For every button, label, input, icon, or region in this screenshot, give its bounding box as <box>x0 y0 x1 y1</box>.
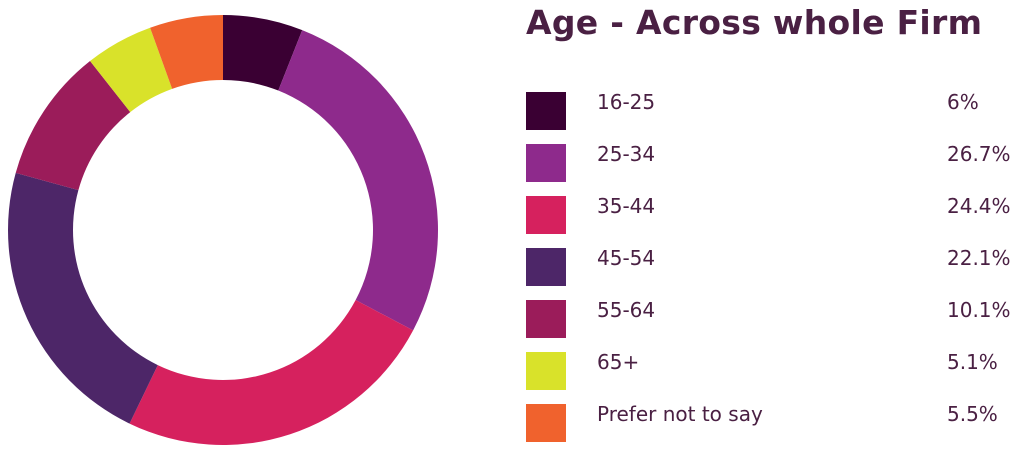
legend-value: 24.4% <box>947 194 1011 218</box>
legend-swatch <box>526 144 566 182</box>
legend-swatch <box>526 196 566 234</box>
legend-value: 26.7% <box>947 142 1011 166</box>
legend-value: 10.1% <box>947 298 1011 322</box>
legend-value: 6% <box>947 90 979 114</box>
legend-swatch <box>526 92 566 130</box>
legend-swatch <box>526 352 566 390</box>
chart-legend: 16-25 6% 25-34 26.7% 35-44 24.4% 45-54 22.1% 55-… <box>526 90 1031 454</box>
legend-swatch <box>526 300 566 338</box>
legend-value: 22.1% <box>947 246 1011 270</box>
legend-item: 55-64 10.1% <box>526 298 1031 350</box>
legend-value: 5.1% <box>947 350 998 374</box>
legend-item: 45-54 22.1% <box>526 246 1031 298</box>
legend-item: 25-34 26.7% <box>526 142 1031 194</box>
legend-item: 65+ 5.1% <box>526 350 1031 402</box>
legend-value: 5.5% <box>947 402 998 426</box>
donut-slice-35-44 <box>129 300 414 445</box>
legend-swatch <box>526 248 566 286</box>
legend-label: 25-34 <box>597 142 656 166</box>
donut-slice-55-64 <box>15 61 131 191</box>
legend-label: 65+ <box>597 350 640 374</box>
legend-item: 16-25 6% <box>526 90 1031 142</box>
legend-item: Prefer not to say 5.5% <box>526 402 1031 454</box>
legend-swatch <box>526 404 566 442</box>
legend-label: 55-64 <box>597 298 656 322</box>
donut-slice-prefer-not-to-say <box>150 15 223 89</box>
donut-slice-16-25 <box>223 15 303 91</box>
chart-title: Age - Across whole Firm <box>526 3 983 42</box>
legend-label: Prefer not to say <box>597 402 763 426</box>
donut-slice-45-54 <box>8 172 158 424</box>
donut-slice-25-34 <box>278 30 438 331</box>
legend-label: 35-44 <box>597 194 656 218</box>
legend-item: 35-44 24.4% <box>526 194 1031 246</box>
donut-chart <box>8 15 438 445</box>
legend-label: 16-25 <box>597 90 656 114</box>
legend-label: 45-54 <box>597 246 656 270</box>
donut-slice-65- <box>90 27 173 113</box>
